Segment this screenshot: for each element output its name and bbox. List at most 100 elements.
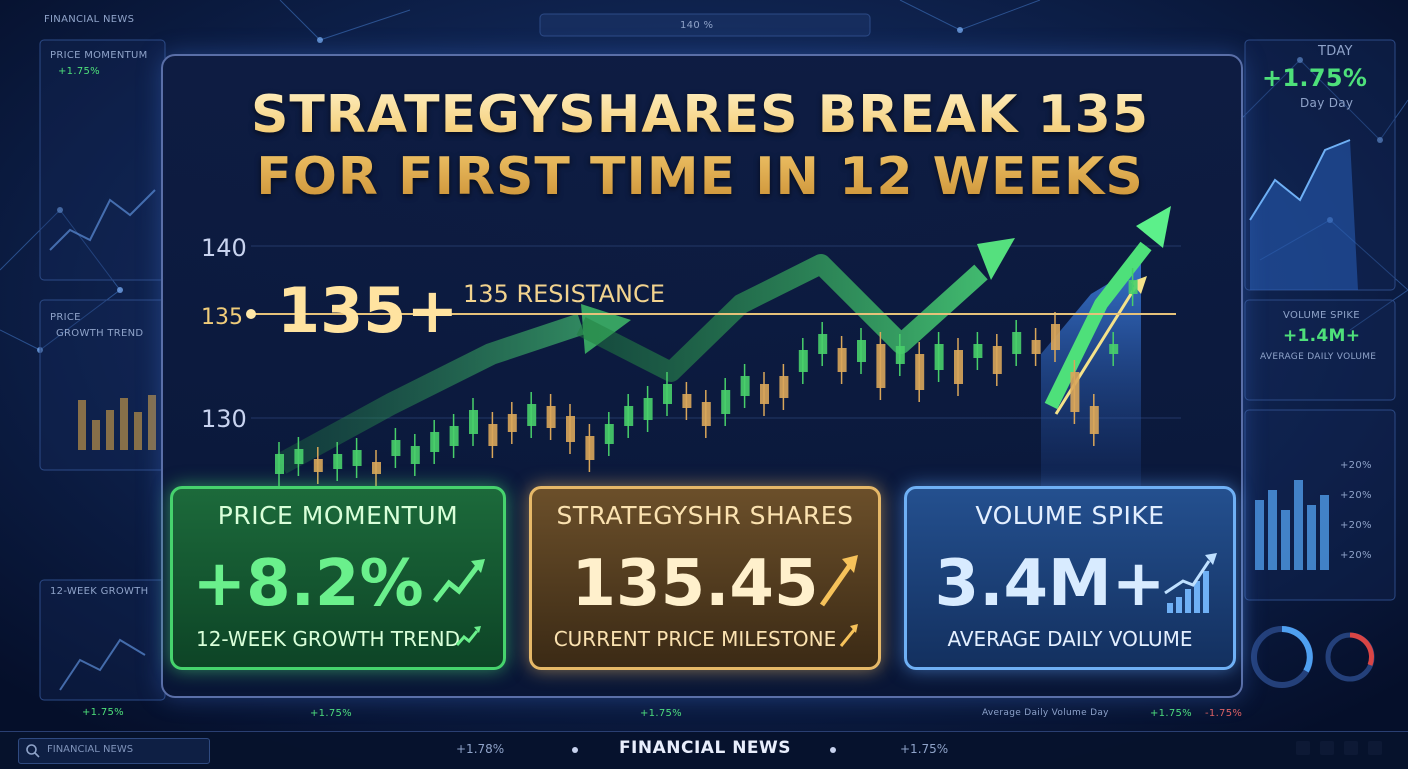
volume-spike-title: VOLUME SPIKE — [975, 501, 1165, 530]
volume-spike-card: VOLUME SPIKE 3.4M+ AVERAGE DAILY VOLUME — [904, 486, 1236, 670]
bg-bottom-value-4: -1.75% — [1205, 708, 1243, 719]
candle-body — [876, 344, 886, 388]
resistance-callout: 135+ — [277, 274, 458, 347]
bg-avg-daily-volume-label: AVERAGE DAILY VOLUME — [1260, 352, 1377, 362]
candle-body — [663, 384, 672, 404]
bg-week-growth-label: 12-WEEK GROWTH — [50, 586, 149, 597]
ticker-right-value: +1.75% — [900, 742, 949, 756]
candle-body — [604, 424, 614, 444]
candle-body — [701, 402, 711, 426]
candle-body — [721, 390, 731, 414]
shares-title: STRATEGYSHR SHARES — [556, 501, 854, 530]
search-box[interactable]: FINANCIAL NEWS — [18, 738, 210, 764]
candle-body — [798, 350, 808, 372]
candle-body — [992, 346, 1002, 374]
resistance-marker — [246, 309, 256, 319]
bg-growth-trend-label: GROWTH TREND — [56, 328, 144, 339]
candle-body — [527, 404, 537, 426]
candle-body — [915, 354, 925, 390]
news-ticker: FINANCIAL NEWS +1.78% FINANCIAL NEWS +1.… — [0, 731, 1408, 769]
bg-right-axis-1: +20% — [1340, 460, 1372, 471]
candle-body — [488, 424, 498, 446]
bg-bottom-value-2: +1.75% — [640, 708, 682, 719]
trend-up-icon — [433, 559, 485, 603]
candle-body — [973, 344, 983, 358]
ticker-dot-left — [572, 747, 578, 753]
candle-body — [372, 462, 381, 474]
candle-body — [1012, 332, 1022, 354]
candle-body — [566, 416, 575, 442]
candle-body — [779, 376, 789, 398]
candle-body — [1051, 324, 1060, 350]
bg-price-momentum-label: PRICE MOMENTUM — [50, 50, 148, 61]
candle-body — [585, 436, 595, 460]
volume-area — [1041, 264, 1141, 494]
candle-body — [624, 406, 634, 426]
trend-arrow-green — [275, 206, 1171, 474]
candle-body — [275, 454, 284, 474]
y-tick-140: 140 — [201, 234, 247, 262]
bg-today-value: +1.75% — [1262, 64, 1368, 92]
candlesticks — [275, 268, 1138, 486]
headline-line-2: FOR FIRST TIME IN 12 WEEKS — [256, 147, 1144, 207]
headline-line-1: STRATEGYSHARES BREAK 135 — [250, 85, 1150, 145]
candle-body — [895, 346, 905, 364]
bg-price-label: PRICE — [50, 312, 81, 323]
candle-body — [430, 432, 440, 452]
candle-body — [740, 376, 750, 396]
bg-volume-spike-label: VOLUME SPIKE — [1283, 310, 1360, 321]
candle-body — [818, 334, 828, 354]
candle-body — [954, 350, 963, 384]
shares-subtitle: CURRENT PRICE MILESTONE — [553, 627, 837, 651]
bg-right-axis-3: +20% — [1340, 520, 1372, 531]
ticker-left-value: +1.78% — [456, 742, 505, 756]
price-chart: 140 135 130 135+ 135 RESISTANCE — [201, 206, 1181, 494]
candle-body — [1031, 340, 1041, 354]
price-momentum-subtitle: 12-WEEK GROWTH TREND — [195, 627, 460, 651]
arrow-up-right-icon — [819, 555, 858, 607]
bg-day-label: Day Day — [1300, 96, 1354, 110]
bg-today-label: TDAY — [1318, 44, 1353, 59]
candle-body — [643, 398, 653, 420]
price-momentum-card: PRICE MOMENTUM +8.2% 12-WEEK GROWTH TREN… — [170, 486, 506, 670]
candle-body — [352, 450, 362, 466]
candle-body — [469, 410, 478, 434]
volume-spike-value: 3.4M+ — [934, 547, 1166, 621]
arrow-up-right-small-icon — [839, 624, 858, 647]
candle-body — [333, 454, 343, 469]
shares-card: STRATEGYSHR SHARES 135.45 CURRENT PRICE … — [529, 486, 881, 670]
candle-body — [410, 446, 420, 464]
candle-body — [449, 426, 459, 446]
candle-body — [546, 406, 556, 428]
candle-body — [682, 394, 692, 408]
resistance-label: 135 RESISTANCE — [463, 280, 665, 308]
bg-left-bottom-value: +1.75% — [82, 707, 124, 718]
candle-body — [934, 344, 944, 370]
y-tick-135: 135 — [201, 305, 243, 330]
ticker-dot-right — [830, 747, 836, 753]
bg-financial-news-label: FINANCIAL NEWS — [44, 14, 135, 25]
candle-body — [837, 348, 847, 372]
bg-top-center-value: 140 % — [680, 20, 714, 31]
ticker-label: FINANCIAL NEWS — [618, 738, 792, 758]
y-tick-130: 130 — [201, 405, 247, 433]
volume-bars-icon — [1164, 553, 1217, 613]
candle-body — [313, 459, 323, 472]
trend-up-small-icon — [455, 626, 481, 646]
candle-body — [391, 440, 401, 456]
candle-body — [294, 449, 304, 464]
volume-spike-subtitle: AVERAGE DAILY VOLUME — [947, 627, 1193, 651]
candle-body — [1070, 372, 1080, 412]
search-icon — [26, 744, 40, 758]
candle-body — [760, 384, 769, 404]
candle-body — [857, 340, 866, 362]
search-placeholder: FINANCIAL NEWS — [47, 744, 134, 755]
candle-body — [1089, 406, 1099, 434]
bg-right-axis-2: +20% — [1340, 490, 1372, 501]
candle-body — [1109, 344, 1119, 354]
bg-bottom-value-1: +1.75% — [310, 708, 352, 719]
candle-body — [507, 414, 517, 432]
price-momentum-value: +8.2% — [192, 547, 424, 621]
bg-volume-spike-value: +1.4M+ — [1283, 326, 1361, 346]
candle-body — [1128, 280, 1138, 294]
